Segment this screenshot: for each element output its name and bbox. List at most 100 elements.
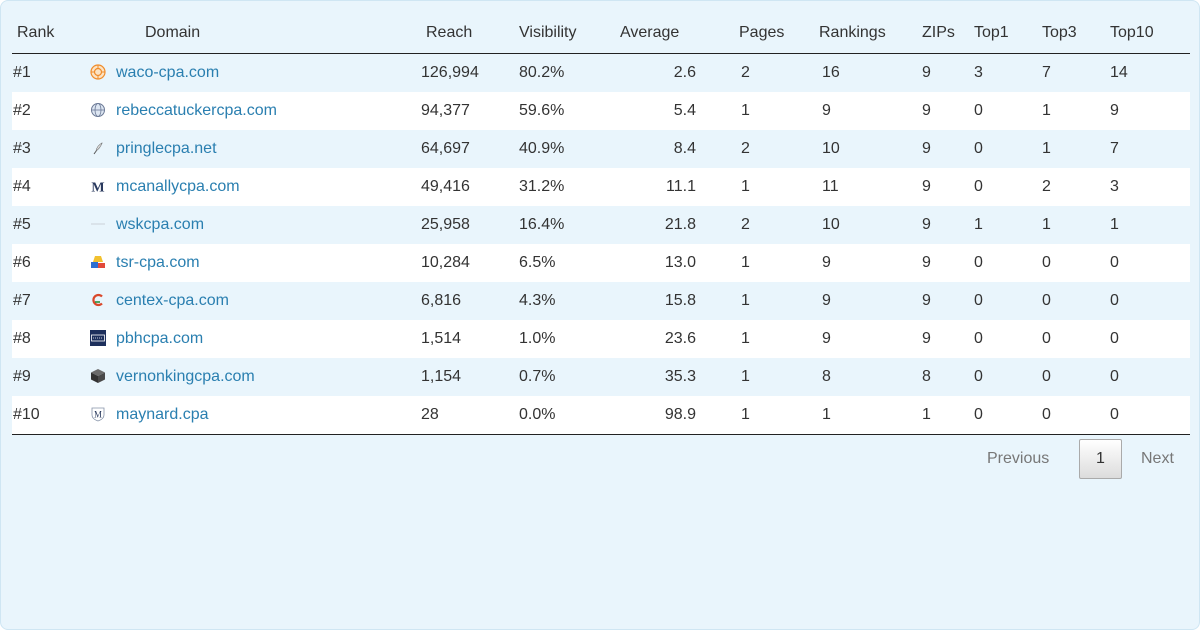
previous-page-button[interactable]: Previous [987, 450, 1050, 467]
average-cell: 8.4 [616, 130, 718, 168]
pagination: Previous 1 Next [987, 439, 1174, 479]
current-page-button[interactable]: 1 [1079, 439, 1122, 479]
zips-cell: 9 [909, 168, 966, 206]
reach-cell: 6,816 [410, 282, 515, 320]
domain-link[interactable]: vernonkingcpa.com [116, 368, 255, 385]
top1-column-header[interactable]: Top1 [966, 13, 1034, 54]
visibility-cell: 0.0% [515, 396, 616, 435]
rank-cell: #2 [12, 92, 89, 130]
visibility-cell: 6.5% [515, 244, 616, 282]
top1-cell: 0 [966, 358, 1034, 396]
visibility-column-header[interactable]: Visibility [515, 13, 616, 54]
rankings-cell: 10 [799, 130, 909, 168]
reach-column-header[interactable]: Reach [410, 13, 515, 54]
pages-cell: 2 [718, 53, 799, 92]
domain-rankings-table: Rank Domain Reach Visibility Average Pag… [12, 13, 1190, 435]
rankings-cell: 10 [799, 206, 909, 244]
domain-cell: wskcpa.com [89, 206, 410, 244]
table-body: #1 waco-cpa.com 126,994 80.2% 2.6 2 16 9 3 7 14 #2 r… [12, 53, 1190, 435]
top10-cell: 0 [1102, 244, 1190, 282]
average-cell: 35.3 [616, 358, 718, 396]
table-header-row: Rank Domain Reach Visibility Average Pag… [12, 13, 1190, 54]
average-cell: 5.4 [616, 92, 718, 130]
average-cell: 23.6 [616, 320, 718, 358]
domain-cell: vernonkingcpa.com [89, 358, 410, 396]
reach-cell: 1,514 [410, 320, 515, 358]
zips-cell: 9 [909, 130, 966, 168]
reach-cell: 94,377 [410, 92, 515, 130]
domain-link[interactable]: centex-cpa.com [116, 292, 229, 309]
pages-cell: 2 [718, 130, 799, 168]
domain-link[interactable]: maynard.cpa [116, 406, 209, 423]
rankings-cell: 11 [799, 168, 909, 206]
average-cell: 11.1 [616, 168, 718, 206]
top10-cell: 0 [1102, 282, 1190, 320]
zips-cell: 9 [909, 282, 966, 320]
top3-cell: 0 [1034, 396, 1102, 435]
pages-cell: 1 [718, 92, 799, 130]
top10-cell: 7 [1102, 130, 1190, 168]
top3-column-header[interactable]: Top3 [1034, 13, 1102, 54]
table-row: #9 vernonkingcpa.com 1,154 0.7% 35.3 1 8 8 0 0 0 [12, 358, 1190, 396]
domain-column-header[interactable]: Domain [89, 13, 410, 54]
top1-cell: 0 [966, 244, 1034, 282]
top10-cell: 9 [1102, 92, 1190, 130]
top3-cell: 2 [1034, 168, 1102, 206]
domain-link[interactable]: wskcpa.com [116, 216, 205, 233]
top1-cell: 0 [966, 282, 1034, 320]
top10-column-header[interactable]: Top10 [1102, 13, 1190, 54]
rank-column-header[interactable]: Rank [12, 13, 89, 54]
rankings-cell: 1 [799, 396, 909, 435]
reach-cell: 49,416 [410, 168, 515, 206]
domain-link[interactable]: pbhcpa.com [116, 330, 204, 347]
top1-cell: 0 [966, 396, 1034, 435]
rank-cell: #6 [12, 244, 89, 282]
orange-sunburst-icon [90, 64, 106, 80]
domain-link[interactable]: tsr-cpa.com [116, 254, 200, 271]
average-cell: 13.0 [616, 244, 718, 282]
domain-cell: rebeccatuckercpa.com [89, 92, 410, 130]
rank-cell: #4 [12, 168, 89, 206]
letter-m-icon: M [90, 178, 106, 195]
top1-cell: 0 [966, 168, 1034, 206]
average-cell: 15.8 [616, 282, 718, 320]
visibility-cell: 59.6% [515, 92, 616, 130]
top10-cell: 3 [1102, 168, 1190, 206]
top3-cell: 1 [1034, 206, 1102, 244]
globe-icon [90, 102, 106, 118]
pages-cell: 1 [718, 168, 799, 206]
rankings-cell: 16 [799, 53, 909, 92]
rank-cell: #5 [12, 206, 89, 244]
top3-cell: 1 [1034, 130, 1102, 168]
rankings-cell: 8 [799, 358, 909, 396]
pages-cell: 1 [718, 244, 799, 282]
zips-column-header[interactable]: ZIPs [909, 13, 966, 54]
pages-cell: 1 [718, 282, 799, 320]
top3-cell: 0 [1034, 358, 1102, 396]
pages-column-header[interactable]: Pages [718, 13, 799, 54]
top10-cell: 0 [1102, 396, 1190, 435]
visibility-cell: 1.0% [515, 320, 616, 358]
rankings-cell: 9 [799, 244, 909, 282]
domain-link[interactable]: pringlecpa.net [116, 140, 217, 157]
domain-link[interactable]: waco-cpa.com [116, 64, 220, 81]
visibility-cell: 31.2% [515, 168, 616, 206]
top3-cell: 0 [1034, 282, 1102, 320]
visibility-cell: 0.7% [515, 358, 616, 396]
zips-cell: 9 [909, 320, 966, 358]
next-page-button[interactable]: Next [1141, 450, 1174, 467]
domain-link[interactable]: mcanallycpa.com [116, 178, 240, 195]
reach-cell: 1,154 [410, 358, 515, 396]
top3-cell: 1 [1034, 92, 1102, 130]
zips-cell: 9 [909, 206, 966, 244]
rankings-column-header[interactable]: Rankings [799, 13, 909, 54]
top1-cell: 0 [966, 130, 1034, 168]
rankings-cell: 9 [799, 92, 909, 130]
average-column-header[interactable]: Average [616, 13, 718, 54]
average-cell: 98.9 [616, 396, 718, 435]
zips-cell: 9 [909, 244, 966, 282]
domain-link[interactable]: rebeccatuckercpa.com [116, 102, 277, 119]
domain-cell: waco-cpa.com [89, 53, 410, 92]
